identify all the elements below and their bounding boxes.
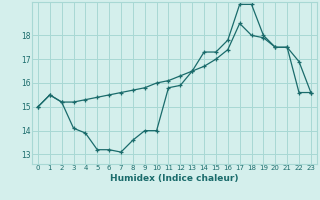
X-axis label: Humidex (Indice chaleur): Humidex (Indice chaleur) xyxy=(110,174,239,183)
